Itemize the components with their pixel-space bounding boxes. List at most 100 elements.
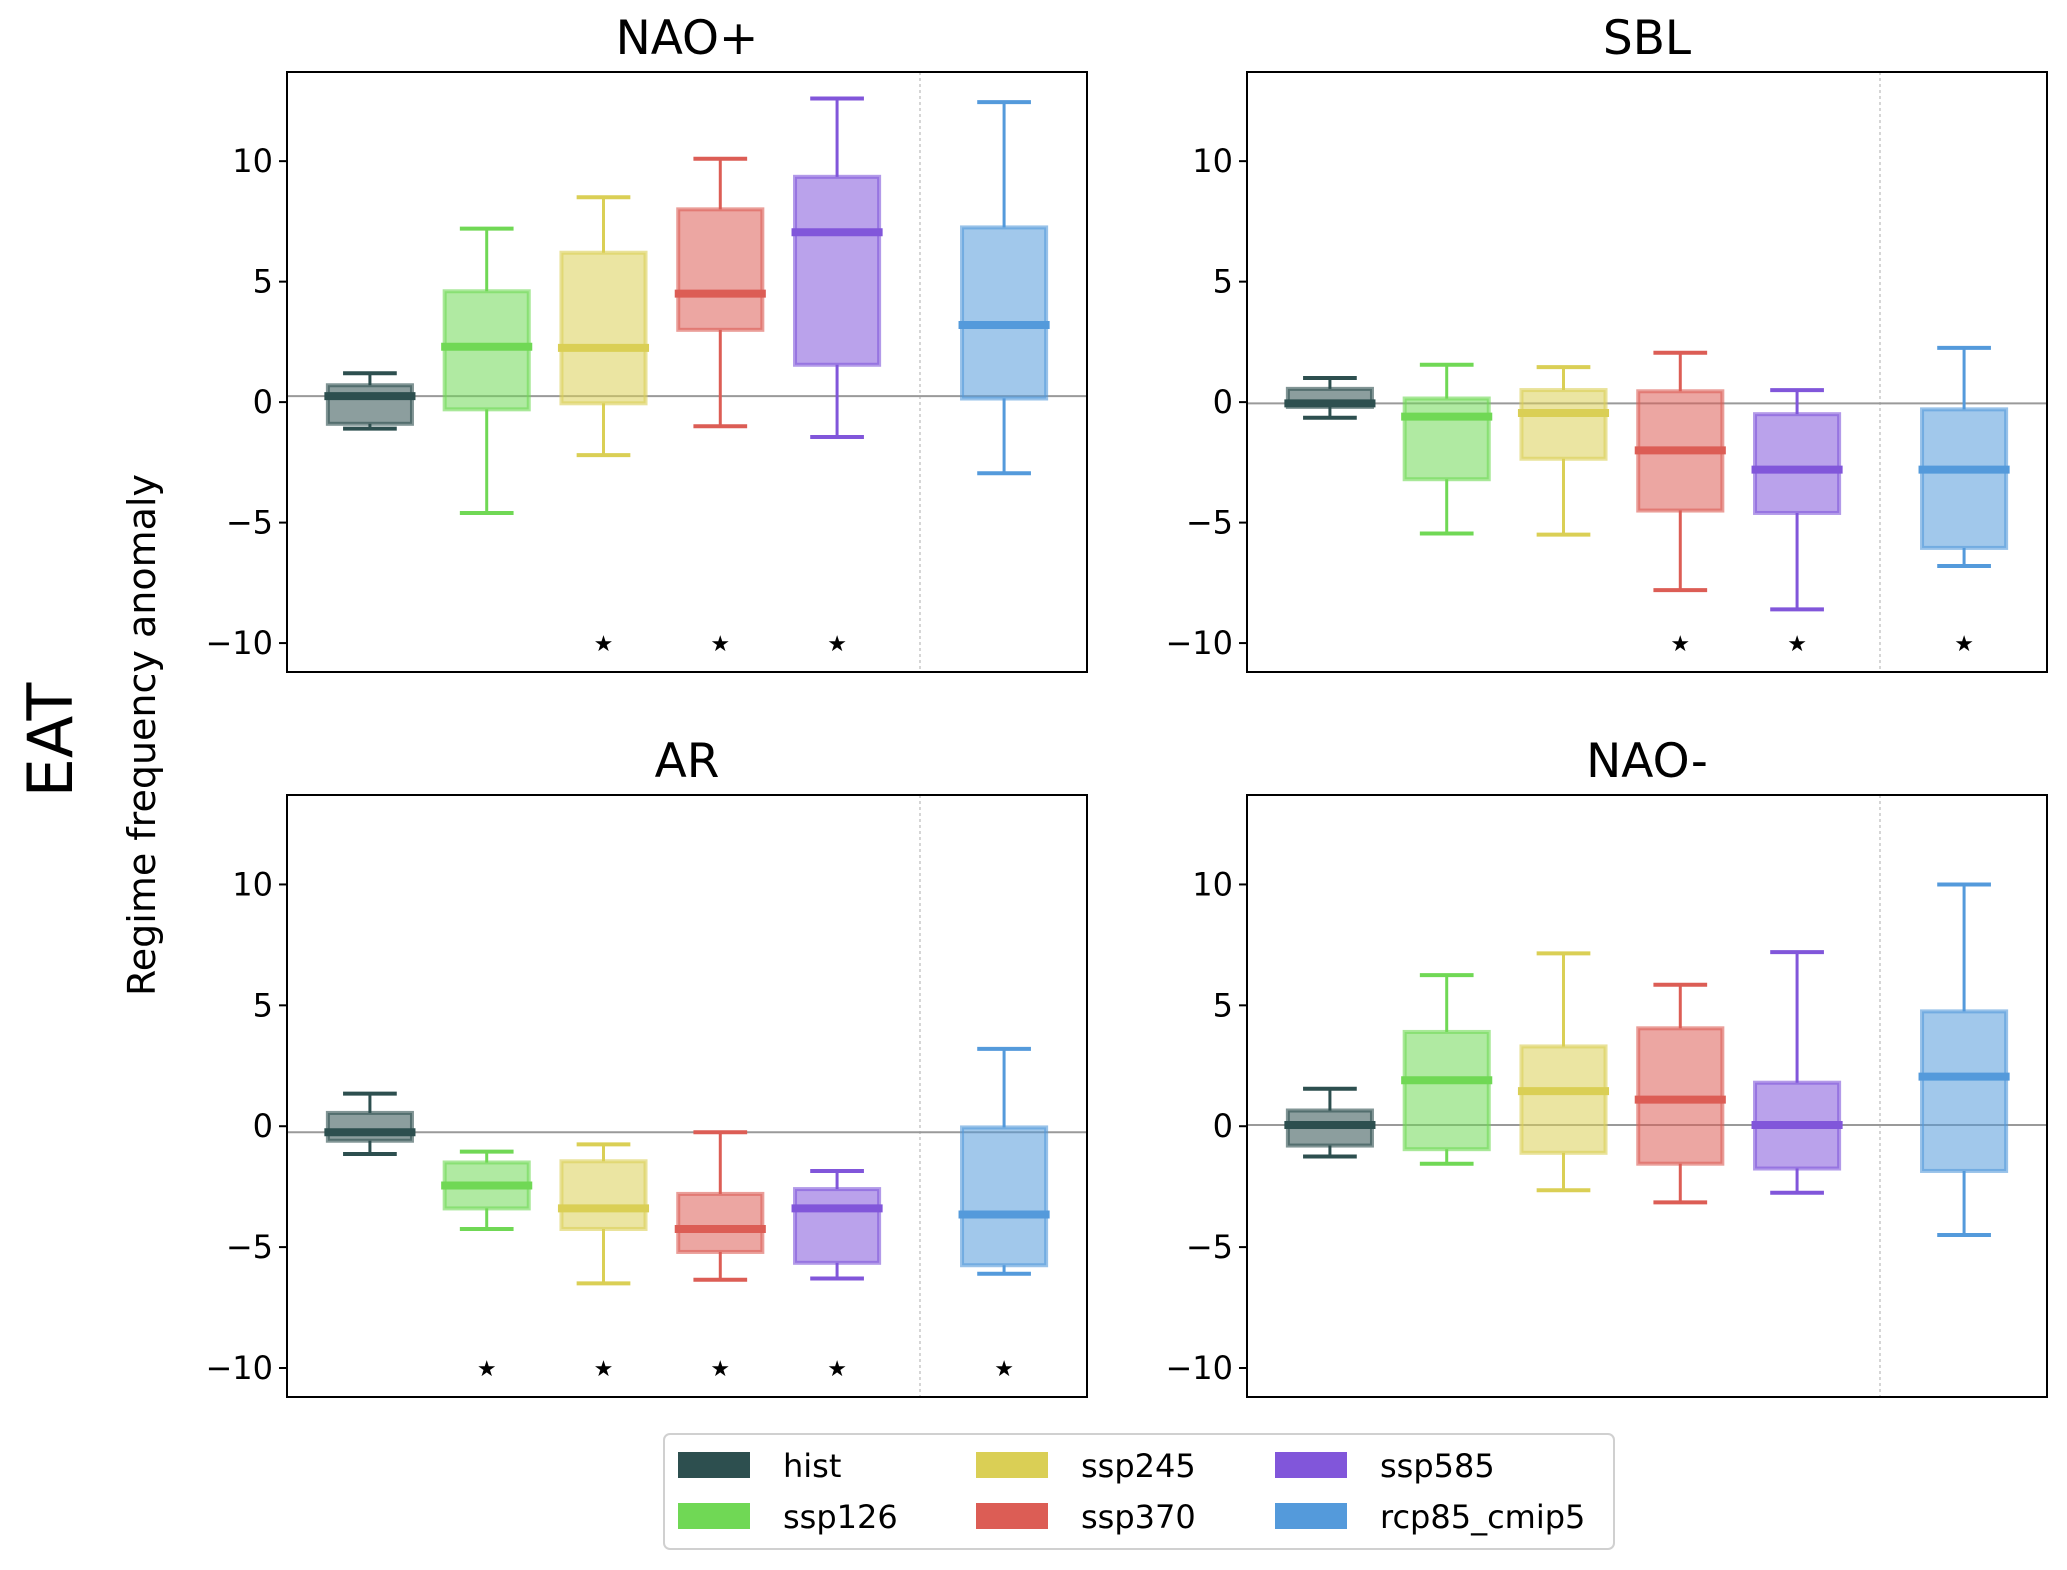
axes-frame xyxy=(286,71,1088,673)
legend-swatch xyxy=(976,1452,1048,1478)
y-tick-label: 0 xyxy=(1213,1107,1233,1145)
box-ssp126 xyxy=(1401,973,1493,1166)
legend-label: ssp245 xyxy=(1081,1447,1196,1485)
significance-star: ★ xyxy=(477,1357,497,1382)
legend-swatch xyxy=(1275,1503,1347,1529)
box-iqr xyxy=(1519,1044,1608,1155)
box-iqr xyxy=(1402,396,1491,482)
box-iqr xyxy=(325,383,414,426)
box-ssp126: ★ xyxy=(441,1149,533,1382)
legend-frame xyxy=(663,1433,1615,1550)
axes-frame xyxy=(1246,794,2048,1398)
y-tick-label: 10 xyxy=(1192,142,1233,180)
y-tick-label: −5 xyxy=(226,504,273,542)
panel-title: NAO+ xyxy=(616,11,759,66)
box-iqr xyxy=(793,1187,882,1265)
y-tick-label: 0 xyxy=(1213,383,1233,421)
significance-star: ★ xyxy=(594,1357,614,1382)
significance-star: ★ xyxy=(594,632,614,657)
box-ssp245: ★ xyxy=(557,1142,650,1382)
significance-star: ★ xyxy=(710,632,730,657)
significance-star: ★ xyxy=(1954,632,1974,657)
box-ssp370 xyxy=(1634,982,1726,1205)
axes-frame xyxy=(286,794,1088,1398)
box-ssp126 xyxy=(441,226,533,515)
y-tick-label: 5 xyxy=(253,986,273,1024)
significance-star: ★ xyxy=(827,632,847,657)
panels: NAO+ ★ ★ ★ −10 −5 0 5 10 SBL ★ ★ ★ −10 −5 0 5 10 AR ★ ★ ★ ★ ★ −1… xyxy=(205,11,2048,1398)
box-ssp245 xyxy=(1517,365,1610,537)
box-ssp245 xyxy=(1517,951,1610,1193)
box-hist xyxy=(324,371,416,431)
legend: hist ssp126 ssp245 ssp370 ssp585 rcp85_cmip5 xyxy=(663,1433,1615,1550)
row-label: EAT xyxy=(14,682,87,798)
significance-star: ★ xyxy=(710,1357,730,1382)
y-tick-label: −5 xyxy=(1186,504,1233,542)
panel-title: AR xyxy=(655,734,720,789)
legend-swatch xyxy=(976,1503,1048,1529)
legend-entry-ssp126: ssp126 xyxy=(678,1498,898,1536)
box-rcp85_cmip5 xyxy=(1918,882,2010,1238)
legend-swatch xyxy=(678,1452,750,1478)
legend-entry-hist: hist xyxy=(678,1447,841,1485)
box-iqr xyxy=(559,1159,648,1231)
legend-label: rcp85_cmip5 xyxy=(1380,1498,1585,1536)
panel-nao-minus: NAO- −10 −5 0 5 10 xyxy=(1165,734,2048,1398)
box-iqr xyxy=(960,1125,1049,1268)
legend-entry-ssp245: ssp245 xyxy=(976,1447,1196,1485)
box-rcp85_cmip5: ★ xyxy=(958,1046,1050,1382)
y-tick-label: 5 xyxy=(253,263,273,301)
box-ssp245: ★ xyxy=(557,195,650,657)
box-iqr xyxy=(1920,407,2009,550)
significance-star: ★ xyxy=(1670,632,1690,657)
legend-swatch xyxy=(1275,1452,1347,1478)
box-iqr xyxy=(559,250,648,406)
box-iqr xyxy=(793,174,882,367)
panel-title: SBL xyxy=(1603,11,1691,66)
box-ssp585: ★ xyxy=(1751,388,1843,657)
y-tick-label: 10 xyxy=(232,142,273,180)
box-ssp126 xyxy=(1401,362,1493,536)
panel-nao-minusplus: NAO+ ★ ★ ★ −10 −5 0 5 10 xyxy=(205,11,1088,673)
box-ssp585: ★ xyxy=(791,96,883,657)
y-tick-label: 5 xyxy=(1213,986,1233,1024)
box-iqr xyxy=(325,1110,414,1143)
box-ssp370: ★ xyxy=(1634,350,1726,657)
y-tick-label: −10 xyxy=(1165,1349,1233,1387)
box-iqr xyxy=(1753,412,1842,515)
legend-entry-ssp585: ssp585 xyxy=(1275,1447,1495,1485)
box-iqr xyxy=(1519,388,1608,461)
legend-label: ssp585 xyxy=(1380,1447,1495,1485)
box-hist xyxy=(1284,1086,1376,1159)
significance-star: ★ xyxy=(1787,632,1807,657)
y-tick-label: −10 xyxy=(205,1349,273,1387)
legend-entry-ssp370: ssp370 xyxy=(976,1498,1196,1536)
y-tick-label: 5 xyxy=(1213,263,1233,301)
y-tick-label: −5 xyxy=(1186,1228,1233,1266)
box-iqr xyxy=(1920,1009,2009,1173)
legend-label: ssp126 xyxy=(783,1498,898,1536)
y-tick-label: 0 xyxy=(253,1107,273,1145)
legend-label: ssp370 xyxy=(1081,1498,1196,1536)
axes-frame xyxy=(1246,71,2048,673)
legend-label: hist xyxy=(783,1447,841,1485)
y-tick-label: −10 xyxy=(205,624,273,662)
box-iqr xyxy=(1402,1029,1491,1152)
panel-sbl: SBL ★ ★ ★ −10 −5 0 5 10 xyxy=(1165,11,2048,673)
y-axis-label: Regime frequency anomaly xyxy=(120,474,164,996)
significance-star: ★ xyxy=(994,1357,1014,1382)
panel-title: NAO- xyxy=(1586,734,1708,789)
legend-swatch xyxy=(678,1503,750,1529)
box-rcp85_cmip5 xyxy=(958,100,1050,476)
y-tick-label: 10 xyxy=(1192,865,1233,903)
box-ssp370: ★ xyxy=(674,156,766,657)
box-hist xyxy=(1284,376,1376,420)
box-ssp370: ★ xyxy=(674,1130,766,1382)
box-hist xyxy=(324,1091,416,1157)
y-tick-label: −10 xyxy=(1165,624,1233,662)
legend-entry-rcp85_cmip5: rcp85_cmip5 xyxy=(1275,1498,1585,1536)
y-tick-label: −5 xyxy=(226,1228,273,1266)
box-ssp585: ★ xyxy=(791,1168,883,1382)
significance-star: ★ xyxy=(827,1357,847,1382)
